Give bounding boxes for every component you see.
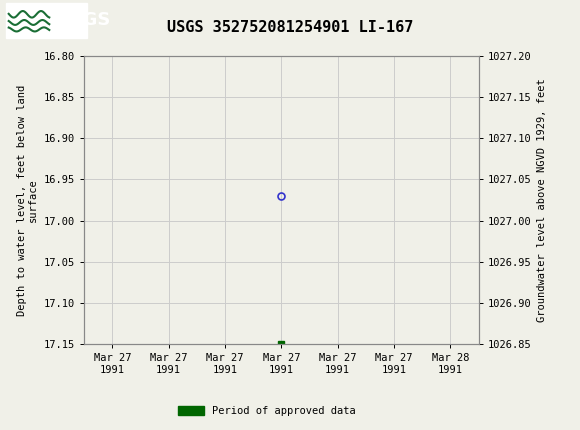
Bar <box>6 3 87 37</box>
Text: USGS: USGS <box>55 12 110 29</box>
Y-axis label: Groundwater level above NGVD 1929, feet: Groundwater level above NGVD 1929, feet <box>537 78 547 322</box>
Legend: Period of approved data: Period of approved data <box>173 402 360 421</box>
Y-axis label: Depth to water level, feet below land
surface: Depth to water level, feet below land su… <box>17 84 38 316</box>
Text: USGS 352752081254901 LI-167: USGS 352752081254901 LI-167 <box>167 21 413 35</box>
